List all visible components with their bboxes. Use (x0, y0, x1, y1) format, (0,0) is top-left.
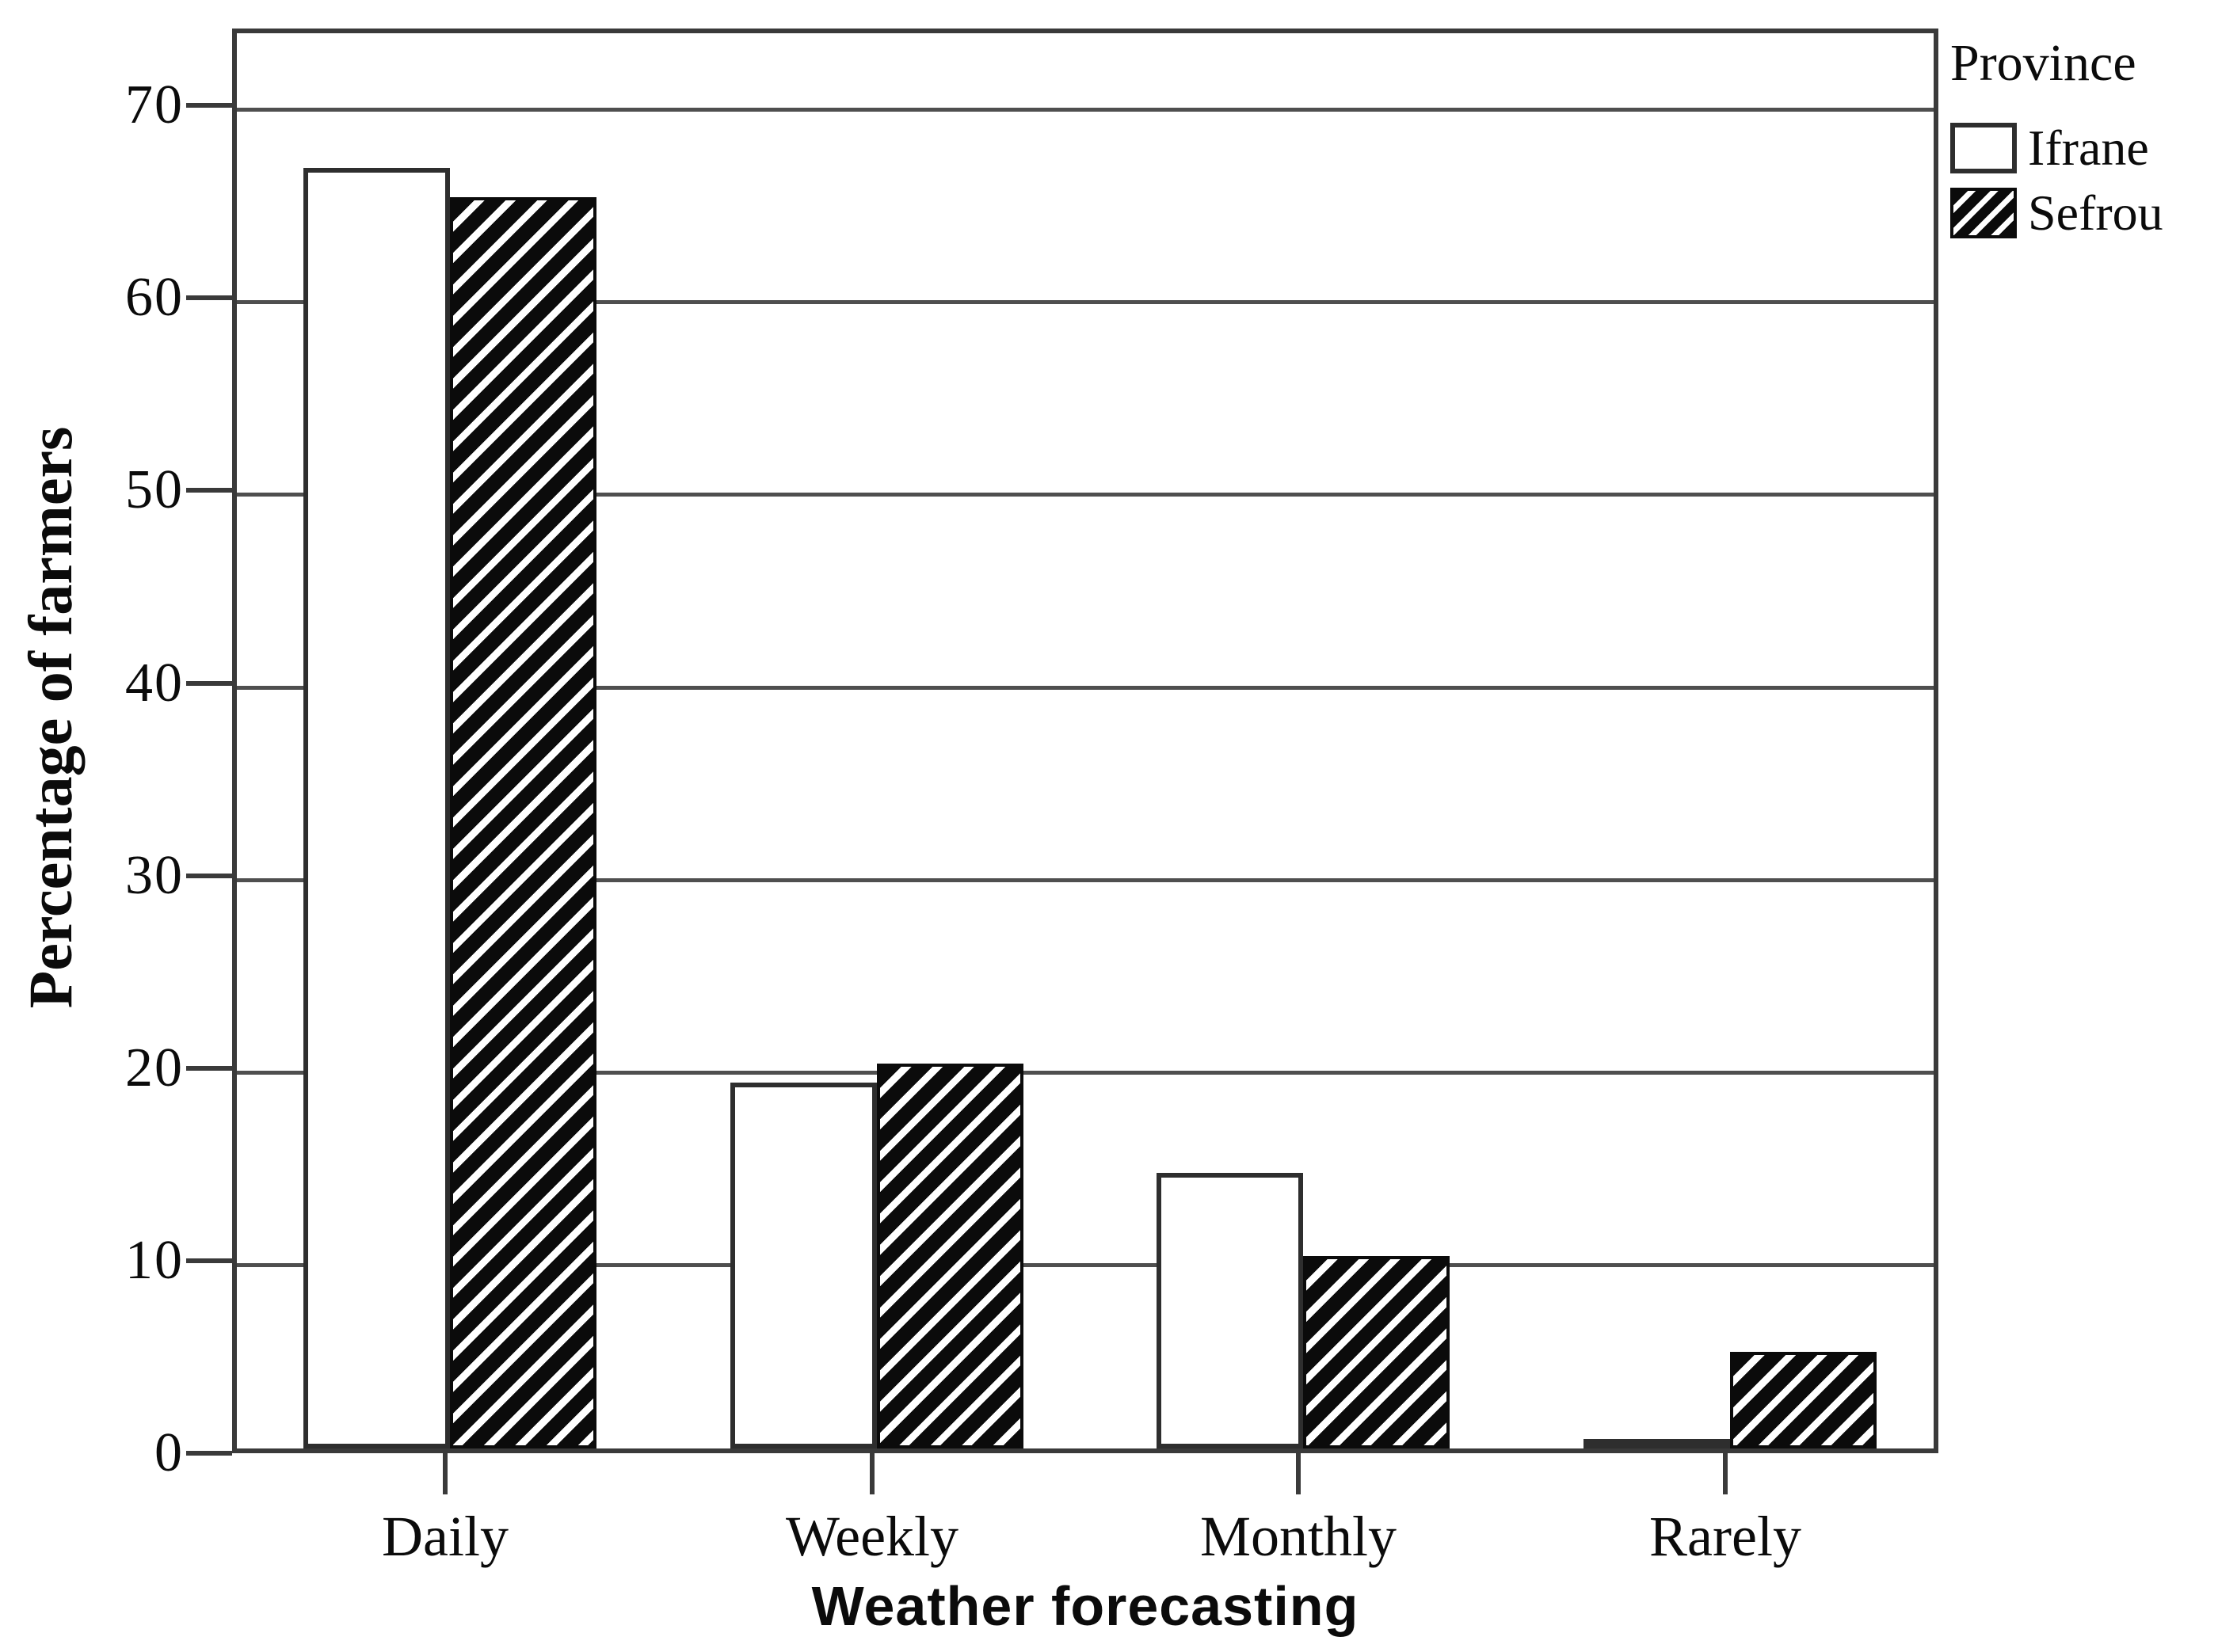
bar-sefrou-monthly (1303, 1256, 1450, 1448)
y-tick-40 (186, 680, 232, 686)
x-tick-monthly (1296, 1453, 1301, 1494)
y-tick-10 (186, 1258, 232, 1263)
legend-entries: Ifrane Sefrou (1950, 120, 2216, 241)
x-axis-title: Weather forecasting (811, 1575, 1359, 1637)
y-tick-50 (186, 488, 232, 493)
bar-sefrou-rarely (1730, 1352, 1877, 1448)
y-tick-label-30: 30 (125, 844, 184, 906)
gridline-40 (237, 685, 1934, 690)
y-tick-30 (186, 873, 232, 878)
y-tick-label-60: 60 (125, 267, 184, 329)
y-tick-label-0: 0 (154, 1422, 184, 1483)
y-tick-label-50: 50 (125, 459, 184, 521)
y-tick-label-70: 70 (125, 74, 184, 136)
x-category-label-rarely: Rarely (1649, 1505, 1801, 1568)
plot-area (232, 29, 1938, 1453)
y-tick-70 (186, 103, 232, 108)
legend-entry-sefrou: Sefrou (1950, 185, 2216, 241)
x-category-label-daily: Daily (382, 1505, 509, 1568)
y-tick-label-40: 40 (125, 652, 184, 714)
gridline-20 (237, 1070, 1934, 1075)
legend-label-sefrou: Sefrou (2028, 185, 2163, 241)
gridline-10 (237, 1262, 1934, 1267)
bar-ifrane-monthly (1157, 1173, 1303, 1448)
y-tick-60 (186, 295, 232, 301)
y-tick-20 (186, 1065, 232, 1071)
x-tick-weekly (870, 1453, 875, 1494)
y-tick-label-10: 10 (125, 1229, 184, 1291)
gridline-50 (237, 493, 1934, 497)
legend-swatch-ifrane (1950, 123, 2017, 173)
legend-label-ifrane: Ifrane (2028, 120, 2149, 176)
bar-ifrane-weekly (730, 1083, 877, 1448)
x-category-label-monthly: Monthly (1199, 1505, 1397, 1568)
bar-ifrane-daily (303, 168, 450, 1448)
gridline-70 (237, 108, 1934, 112)
y-tick-0 (186, 1451, 232, 1456)
bar-sefrou-daily (450, 197, 596, 1448)
bar-ifrane-rarely (1583, 1439, 1730, 1448)
legend-title: Province (1950, 34, 2136, 92)
gridline-60 (237, 300, 1934, 305)
legend: Province Ifrane Sefrou (1950, 33, 2216, 250)
x-tick-rarely (1723, 1453, 1728, 1494)
y-tick-label-20: 20 (125, 1037, 184, 1098)
legend-swatch-sefrou (1950, 188, 2017, 238)
bar-sefrou-weekly (877, 1064, 1023, 1448)
gridline-30 (237, 877, 1934, 882)
legend-entry-ifrane: Ifrane (1950, 120, 2216, 176)
x-tick-daily (443, 1453, 448, 1494)
x-category-label-weekly: Weekly (785, 1505, 959, 1568)
